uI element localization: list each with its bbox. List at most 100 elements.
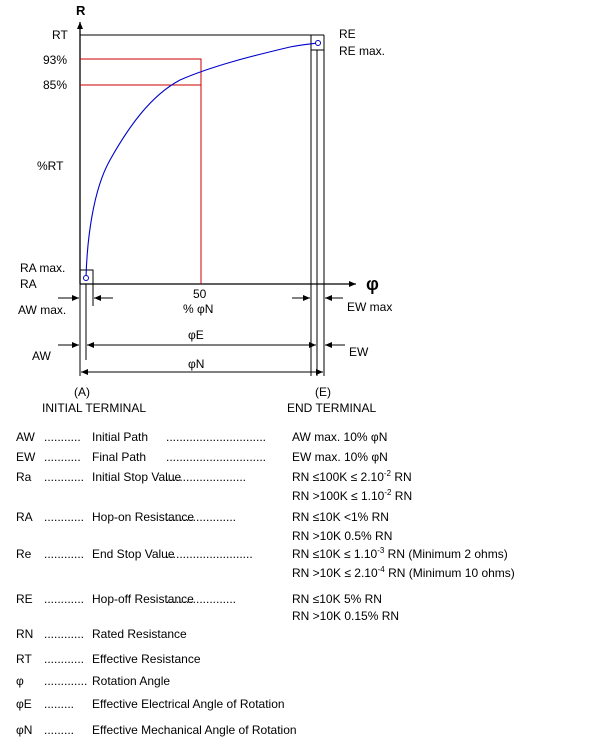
- legend-dots: ............: [44, 510, 85, 524]
- legend-term: Hop-on Resistance: [92, 510, 195, 524]
- legend-abbr: AW: [16, 430, 35, 444]
- legend-dots: .........: [44, 697, 75, 711]
- legend-value: RN ≤10K <1% RN: [292, 510, 389, 524]
- legend-term: Initial Path: [92, 430, 149, 444]
- legend-abbr: Ra: [16, 470, 32, 484]
- start-point: [83, 275, 89, 281]
- legend-dots: ............: [44, 627, 85, 641]
- legend-row-re-small-2: RN >10K ≤ 2.10-4 RN (Minimum 10 ohms): [16, 566, 586, 582]
- legend-abbr: EW: [16, 450, 36, 464]
- legend-row-ra-small-2: RN >100K ≤ 1.10-2 RN: [16, 489, 586, 505]
- resistance-curve: [85, 42, 319, 279]
- legend-exponent: -2: [383, 469, 392, 478]
- pct85-label: 85%: [43, 78, 67, 92]
- ra-label: RA: [20, 277, 37, 291]
- legend-value-text: RN ≤10K ≤ 1.10: [292, 547, 378, 561]
- legend-dots: ..............................: [166, 450, 267, 464]
- legend-row-rt: RT ............ Effective Resistance: [16, 652, 586, 668]
- phie-label: φE: [188, 328, 204, 342]
- legend-abbr: Re: [16, 547, 32, 561]
- legend-value-suffix: RN (Minimum 10 ohms): [384, 566, 515, 580]
- legend-abbr: RA: [16, 510, 33, 524]
- legend-row-re: RE ............ Hop-off Resistance .....…: [16, 592, 586, 608]
- legend-row-aw: AW ........... Initial Path ............…: [16, 430, 586, 446]
- re-max-label: RE max.: [339, 44, 385, 58]
- e-label: (E): [315, 385, 331, 399]
- legend-abbr: RT: [16, 652, 32, 666]
- legend-value: RN ≤100K ≤ 2.10-2 RN: [292, 469, 412, 485]
- legend-abbr: φ: [16, 674, 24, 688]
- legend-term: Hop-off Resistance: [92, 592, 194, 606]
- legend-value: RN >10K ≤ 2.10-4 RN (Minimum 10 ohms): [292, 565, 515, 581]
- legend-dots: ............: [44, 547, 85, 561]
- legend-dots: .....................: [166, 510, 237, 524]
- legend-row-re-small: Re ............ End Stop Value .........…: [16, 547, 586, 563]
- legend-dots: ........................: [166, 470, 247, 484]
- legend-exponent: -4: [377, 565, 385, 574]
- rt-label: RT: [52, 28, 68, 42]
- legend-row-ra-small: Ra ............ Initial Stop Value .....…: [16, 470, 586, 486]
- legend-dots: ...........: [44, 430, 81, 444]
- legend-value-suffix: RN (Minimum 2 ohms): [384, 547, 508, 561]
- legend-exponent: -2: [384, 488, 392, 497]
- initial-terminal-label: INITIAL TERMINAL: [42, 401, 146, 415]
- legend-row-phi: φ ............. Rotation Angle: [16, 674, 586, 690]
- re-label: RE: [339, 27, 356, 41]
- legend-dots: ...........: [44, 450, 81, 464]
- legend-row-ew: EW ........... Final Path ..............…: [16, 450, 586, 466]
- legend-value: RN >10K 0.5% RN: [292, 529, 393, 543]
- legend-dots: ............: [44, 470, 85, 484]
- end-point: [315, 40, 321, 46]
- legend-term: Effective Electrical Angle of Rotation: [92, 697, 285, 711]
- tick-50-label: 50: [193, 287, 207, 301]
- phi-axis-label: φ: [366, 274, 379, 294]
- ew-max-label: EW max: [347, 300, 392, 314]
- pct-rt-label: %RT: [37, 159, 64, 173]
- legend-value: RN >100K ≤ 1.10-2 RN: [292, 488, 413, 504]
- legend-row-re-2: RN >10K 0.15% RN: [16, 609, 586, 625]
- legend-value-text: RN ≤100K ≤ 2.10: [292, 470, 384, 484]
- legend-value-text: RN >10K ≤ 2.10: [292, 566, 378, 580]
- legend-value: RN >10K 0.15% RN: [292, 609, 400, 623]
- legend-dots: .....................: [166, 592, 237, 606]
- legend-term: Effective Mechanical Angle of Rotation: [92, 723, 297, 737]
- legend-row-rn: RN ............ Rated Resistance: [16, 627, 586, 643]
- pct93-label: 93%: [43, 53, 67, 67]
- legend-exponent: -3: [377, 546, 385, 555]
- pct-phin-label: % φN: [183, 302, 213, 316]
- potentiometer-diagram: R φ RT 93% 85% %RT RA max. RA RE RE max.…: [18, 3, 392, 415]
- phin-label: φN: [188, 357, 204, 371]
- legend-dots: .............: [44, 674, 88, 688]
- legend-abbr: φE: [16, 697, 32, 711]
- legend-dots: ..............................: [166, 430, 267, 444]
- legend-row-ra: RA ............ Hop-on Resistance ......…: [16, 510, 586, 526]
- legend-row-ra-2: RN >10K 0.5% RN: [16, 529, 586, 545]
- legend-dots: ..........................: [166, 547, 253, 561]
- a-label: (A): [74, 385, 90, 399]
- end-terminal-label: END TERMINAL: [287, 401, 376, 415]
- ew-label: EW: [349, 345, 369, 359]
- aw-label: AW: [32, 349, 52, 363]
- legend-row-phie: φE ......... Effective Electrical Angle …: [16, 697, 586, 713]
- legend-term: End Stop Value: [92, 547, 175, 561]
- legend-value-text: RN >100K ≤ 1.10: [292, 489, 385, 503]
- legend-term: Final Path: [92, 450, 147, 464]
- legend-value: RN ≤10K 5% RN: [292, 592, 382, 606]
- legend-value-suffix: RN: [391, 489, 413, 503]
- legend-value: RN ≤10K ≤ 1.10-3 RN (Minimum 2 ohms): [292, 546, 508, 562]
- legend-dots: ............: [44, 652, 85, 666]
- guide-93: [80, 58, 202, 284]
- ra-max-label: RA max.: [20, 261, 65, 275]
- legend-dots: .........: [44, 723, 75, 737]
- legend-value-suffix: RN: [391, 470, 412, 484]
- legend-row-phin: φN ......... Effective Mechanical Angle …: [16, 723, 586, 739]
- legend-abbr: φN: [16, 723, 33, 737]
- legend-term: Effective Resistance: [92, 652, 201, 666]
- legend-value: EW max. 10% φN: [292, 450, 388, 464]
- r-axis-label: R: [76, 3, 86, 18]
- legend-dots: ............: [44, 592, 85, 606]
- aw-max-label: AW max.: [18, 303, 66, 317]
- legend-value: AW max. 10% φN: [292, 430, 388, 444]
- legend-abbr: RE: [16, 592, 33, 606]
- legend-term: Rated Resistance: [92, 627, 187, 641]
